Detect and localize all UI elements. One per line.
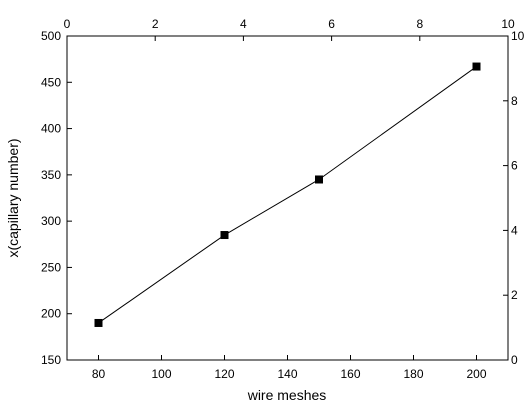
right-tick-label: 4 <box>511 223 518 237</box>
series-line <box>98 66 477 324</box>
x-axis-title: wire meshes <box>247 387 327 403</box>
y-axis-title: x(capillary number) <box>5 138 21 257</box>
x-tick-label: 100 <box>151 367 171 381</box>
top-tick-label: 0 <box>64 17 71 31</box>
data-point <box>94 318 103 327</box>
y-tick-label: 400 <box>41 122 61 136</box>
y-tick-label: 150 <box>41 353 61 367</box>
x-tick-label: 80 <box>92 367 106 381</box>
top-tick-label: 4 <box>240 17 247 31</box>
top-tick-label: 10 <box>501 17 515 31</box>
x-tick-label: 140 <box>277 367 297 381</box>
y-tick-label: 500 <box>41 29 61 43</box>
right-tick-label: 8 <box>511 94 518 108</box>
top-tick-label: 2 <box>152 17 159 31</box>
data-point <box>472 62 481 71</box>
top-tick-label: 6 <box>328 17 335 31</box>
right-tick-label: 10 <box>511 29 525 43</box>
axis-ticks: 80 100 120 140 160 180 20015020025030035040045… <box>41 17 525 381</box>
x-tick-label: 120 <box>214 367 234 381</box>
y-tick-label: 450 <box>41 75 61 89</box>
right-tick-label: 2 <box>511 288 518 302</box>
y-tick-label: 300 <box>41 214 61 228</box>
x-tick-label: 180 <box>403 367 423 381</box>
data-point <box>315 175 323 184</box>
y-tick-label: 200 <box>41 307 61 321</box>
y-tick-label: 350 <box>41 168 61 182</box>
right-tick-label: 0 <box>511 353 518 367</box>
top-tick-label: 8 <box>416 17 423 31</box>
x-tick-label: 200 <box>466 367 486 381</box>
data-series <box>94 62 481 327</box>
x-tick-label: 160 <box>340 367 360 381</box>
y-tick-label: 250 <box>41 260 61 274</box>
data-point <box>220 231 229 240</box>
right-tick-label: 6 <box>511 159 518 173</box>
